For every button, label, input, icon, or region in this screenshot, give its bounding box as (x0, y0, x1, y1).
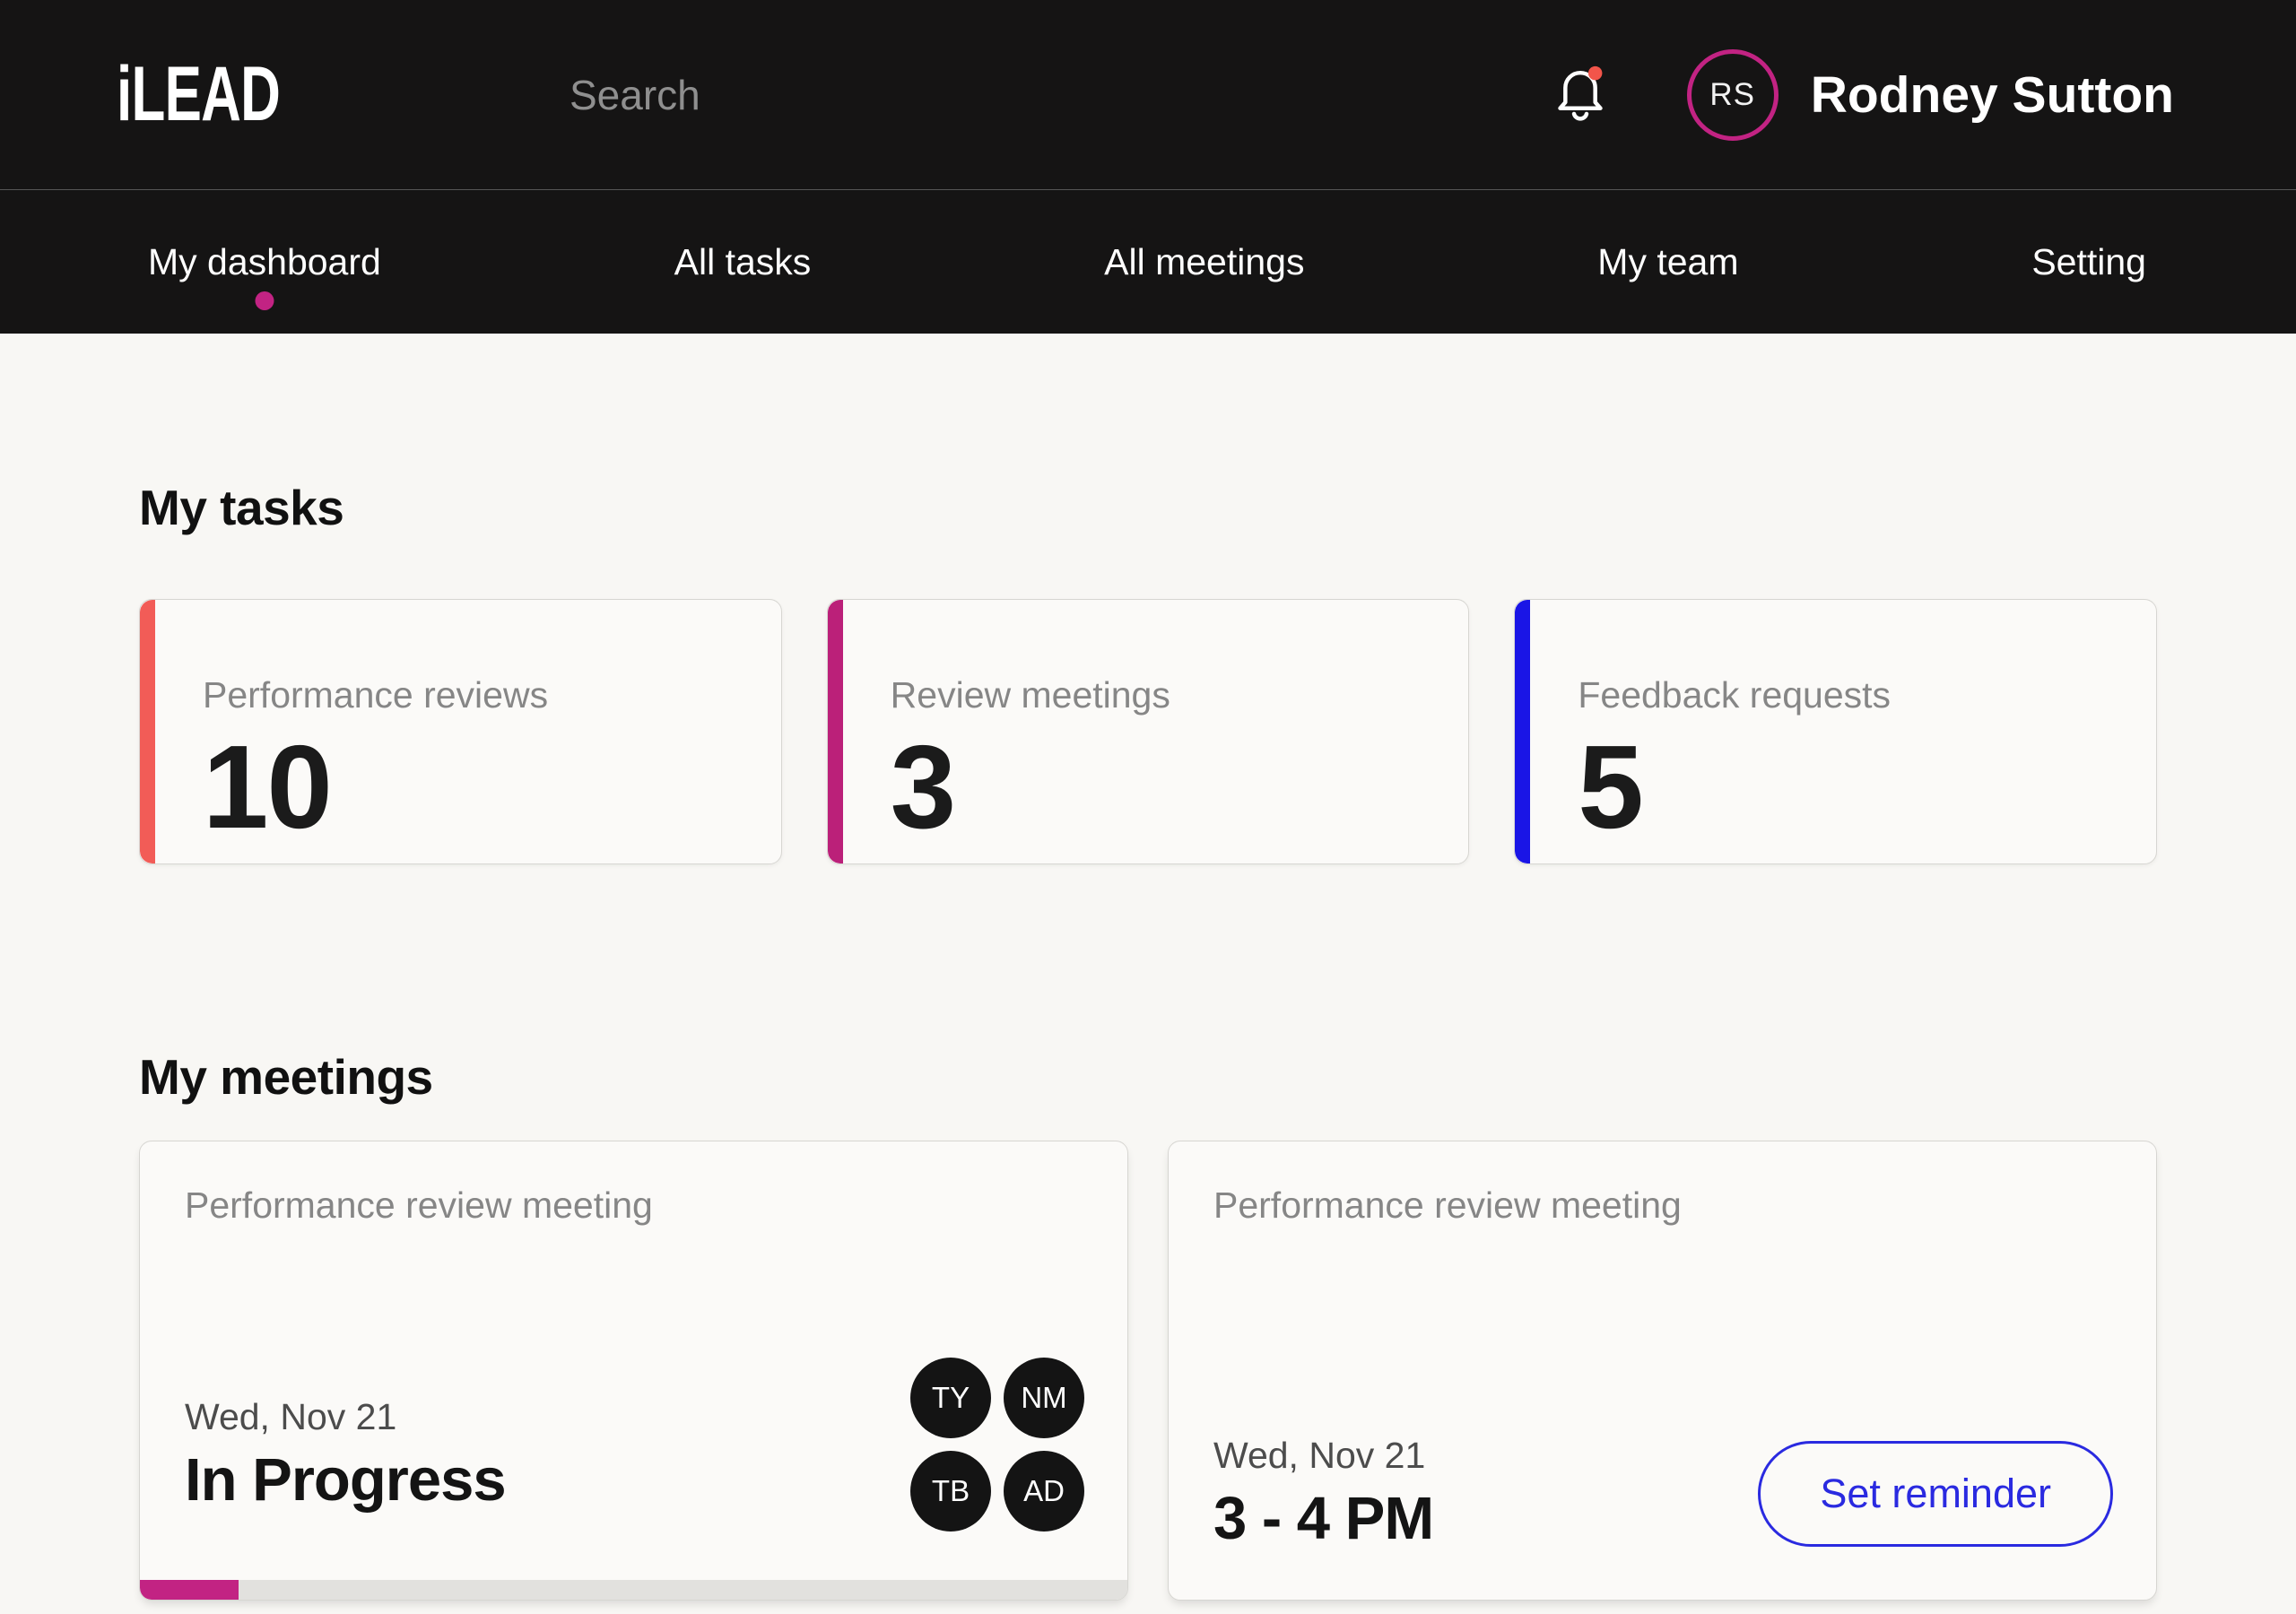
meeting-card-upcoming[interactable]: Performance review meeting Wed, Nov 21 3… (1168, 1141, 2157, 1601)
nav-label: Setting (2031, 240, 2146, 282)
meeting-cards-row: Performance review meeting Wed, Nov 21 I… (139, 1141, 2157, 1601)
bell-icon (1552, 65, 1608, 131)
meeting-title: Performance review meeting (1213, 1184, 1682, 1226)
meeting-when: Wed, Nov 21 In Progress (185, 1396, 507, 1514)
task-card-accent-bar (1515, 600, 1531, 863)
meeting-progress-track (140, 1580, 1127, 1600)
nav-item-my-team[interactable]: My team (1597, 190, 1738, 334)
task-card-label: Review meetings (890, 674, 1170, 716)
task-card-label: Performance reviews (203, 674, 549, 716)
task-card-label: Feedback requests (1578, 674, 1892, 716)
task-card-accent-bar (827, 600, 843, 863)
nav-label: All tasks (674, 240, 812, 282)
meeting-date: Wed, Nov 21 (185, 1396, 397, 1437)
meeting-date: Wed, Nov 21 (1213, 1435, 1426, 1476)
attendee-avatar[interactable]: NM (1004, 1358, 1084, 1438)
user-avatar[interactable]: RS (1686, 48, 1779, 141)
attendee-avatar[interactable]: TB (910, 1451, 991, 1532)
nav-label: My team (1597, 240, 1739, 282)
task-card-feedback-requests[interactable]: Feedback requests 5 (1514, 599, 2158, 864)
main-content: My tasks Performance reviews 10 Review m… (0, 334, 2296, 1601)
notification-unread-dot (1587, 65, 1603, 80)
nav-label: All meetings (1104, 240, 1305, 282)
nav-label: My dashboard (148, 240, 381, 282)
task-card-count: 10 (203, 721, 333, 853)
attendee-avatar[interactable]: AD (1004, 1451, 1084, 1532)
meeting-card-footer: Wed, Nov 21 3 - 4 PM Set reminder (1213, 1435, 2113, 1553)
nav-item-setting[interactable]: Setting (2031, 190, 2146, 334)
avatar-initials: RS (1709, 76, 1756, 112)
top-header: iLEAD RS Rodney Sutton (0, 0, 2296, 190)
task-card-accent-bar (140, 600, 155, 863)
notifications-button[interactable] (1552, 62, 1608, 128)
meeting-progress-fill (140, 1580, 239, 1600)
meeting-card-footer: Wed, Nov 21 In Progress TY NM TB AD (185, 1358, 1084, 1553)
nav-item-all-meetings[interactable]: All meetings (1104, 190, 1304, 334)
task-card-performance-reviews[interactable]: Performance reviews 10 (139, 599, 782, 864)
section-title-my-tasks: My tasks (139, 480, 344, 535)
meeting-time: 3 - 4 PM (1213, 1485, 1434, 1552)
meeting-when: Wed, Nov 21 3 - 4 PM (1213, 1435, 1434, 1553)
main-nav: My dashboard All tasks All meetings My t… (0, 190, 2296, 334)
attendee-avatar[interactable]: TY (910, 1358, 991, 1438)
task-card-review-meetings[interactable]: Review meetings 3 (826, 599, 1470, 864)
meeting-title: Performance review meeting (185, 1184, 653, 1226)
meeting-status: In Progress (185, 1446, 507, 1514)
search-input[interactable] (568, 69, 1303, 120)
brand-logo[interactable]: iLEAD (117, 51, 281, 137)
set-reminder-button[interactable]: Set reminder (1758, 1441, 2113, 1547)
task-cards-row: Performance reviews 10 Review meetings 3… (139, 599, 2158, 864)
nav-item-all-tasks[interactable]: All tasks (674, 190, 812, 334)
active-tab-indicator (255, 291, 274, 310)
user-name[interactable]: Rodney Sutton (1810, 65, 2174, 124)
nav-item-my-dashboard[interactable]: My dashboard (148, 190, 381, 334)
attendee-avatar-group: TY NM TB AD (910, 1358, 1084, 1532)
meeting-card-in-progress[interactable]: Performance review meeting Wed, Nov 21 I… (139, 1141, 1128, 1601)
task-card-count: 5 (1578, 721, 1643, 853)
task-card-count: 3 (890, 721, 956, 853)
section-title-my-meetings: My meetings (139, 1049, 433, 1105)
